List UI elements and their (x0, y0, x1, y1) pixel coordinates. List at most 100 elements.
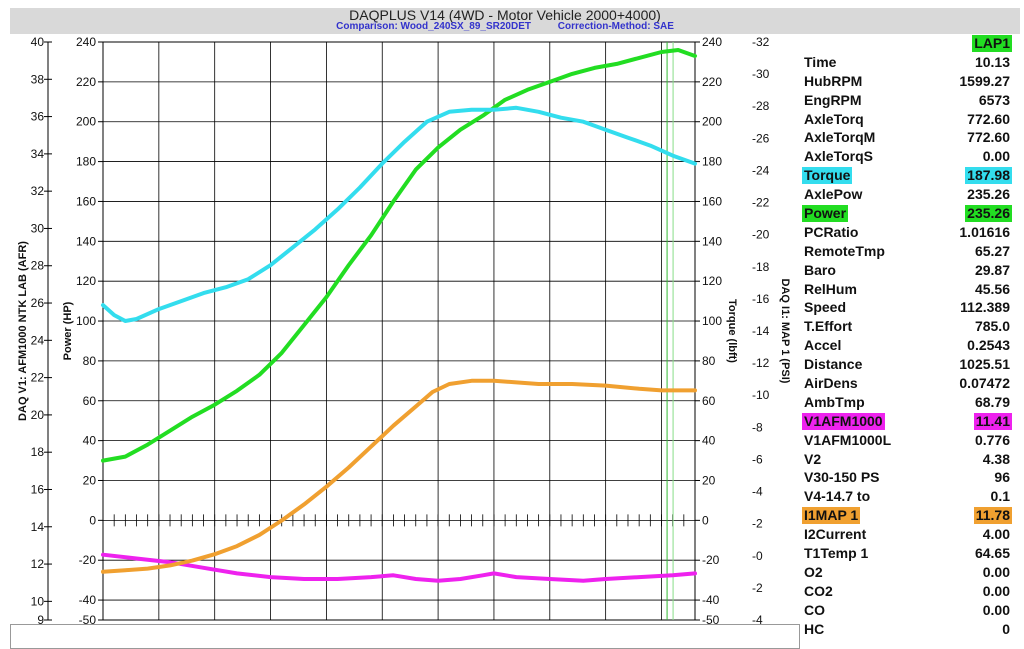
readout-value: 45.56 (974, 280, 1010, 297)
readout-label: Time (804, 53, 837, 70)
readout-value: 1599.27 (959, 72, 1010, 89)
readout-row: CO 0.00 (800, 601, 1012, 620)
readout-row: V4-14.7 to 0.1 (800, 487, 1012, 506)
torque-tick-label: 100 (702, 314, 722, 328)
readout-value: 772.60 (967, 110, 1010, 127)
map-tick-label: -2 (752, 581, 763, 595)
map-tick-label: -12 (752, 356, 770, 370)
power-tick-label: 200 (76, 115, 96, 129)
readout-row: I2Current 4.00 (800, 525, 1012, 544)
readout-label: Torque (802, 167, 853, 185)
map-tick-label: -16 (752, 292, 770, 306)
readout-value: 0.00 (982, 601, 1010, 618)
readout-value: 11.78 (973, 507, 1012, 525)
map-tick-label: -22 (752, 196, 770, 210)
map-tick-label: -6 (752, 452, 763, 466)
torque-tick-label: 20 (702, 473, 716, 487)
torque-tick-label: -40 (702, 593, 720, 607)
readout-row: EngRPM 6573 (800, 91, 1012, 110)
readout-value: 235.26 (965, 205, 1012, 223)
power-tick-label: 40 (83, 434, 97, 448)
power-tick-label: 0 (89, 513, 96, 527)
readout-value: 187.98 (965, 167, 1012, 185)
readout-value: 1025.51 (959, 356, 1010, 373)
power-tick-label: -50 (79, 613, 97, 627)
readout-row: V1AFM1000L 0.776 (800, 431, 1012, 450)
correction-label: Correction-Method: SAE (557, 21, 674, 32)
torque-axis-label: Torque (lbft) (726, 299, 738, 363)
readout-row: Distance 1025.51 (800, 355, 1012, 374)
series-line-power (101, 48, 697, 463)
map-tick-label: -24 (752, 163, 770, 177)
readout-label: RelHum (804, 280, 857, 297)
torque-tick-label: 0 (702, 513, 709, 527)
chart-subtitle: Comparison: Wood_240SX_89_SR20DET Correc… (0, 21, 1010, 32)
readout-row: I1MAP 1 11.78 (800, 506, 1012, 525)
readout-value: 0.00 (982, 582, 1010, 599)
readout-value: 4.00 (982, 526, 1010, 543)
readout-row: O2 0.00 (800, 563, 1012, 582)
power-tick-label: 60 (83, 394, 97, 408)
readout-label: PCRatio (804, 223, 859, 240)
torque-tick-label: -20 (702, 553, 720, 567)
readout-row: Power 235.26 (800, 204, 1012, 223)
readout-label: Accel (804, 337, 842, 354)
readout-label: T.Effort (804, 318, 853, 335)
map-tick-label: -28 (752, 99, 770, 113)
power-tick-label: 240 (76, 35, 96, 49)
status-box (10, 624, 800, 649)
readout-value: 1.01616 (959, 223, 1010, 240)
torque-tick-label: -50 (702, 613, 720, 627)
readout-value: 96 (994, 469, 1010, 486)
afr-tick-label: 24 (31, 333, 45, 347)
afr-tick-label: 20 (31, 408, 45, 422)
readout-label: Distance (804, 356, 863, 373)
torque-tick-label: 240 (702, 35, 722, 49)
readout-value: 112.389 (960, 299, 1010, 316)
afr-tick-label: 12 (31, 557, 45, 571)
readout-label: Power (802, 205, 849, 223)
afr-tick-label: 34 (31, 147, 45, 161)
torque-tick-label: 40 (702, 434, 716, 448)
readout-row: Speed 112.389 (800, 298, 1012, 317)
readout-row: PCRatio 1.01616 (800, 223, 1012, 242)
readout-row: CO2 0.00 (800, 582, 1012, 601)
map-tick-label: -8 (752, 420, 763, 434)
title-bar (10, 8, 1020, 34)
readout-row: Baro 29.87 (800, 261, 1012, 280)
readout-value: 0.00 (982, 563, 1010, 580)
readout-label: AxleTorqS (804, 148, 873, 165)
afr-tick-label: 9 (37, 613, 44, 627)
readout-label: V4-14.7 to (804, 488, 871, 505)
afr-tick-label: 32 (31, 184, 45, 198)
readout-row: Torque 187.98 (800, 166, 1012, 185)
readout-value: 0.1 (990, 488, 1010, 505)
plot-area (102, 41, 696, 621)
map-tick-label: -4 (752, 613, 763, 627)
readout-row: RelHum 45.56 (800, 280, 1012, 299)
power-tick-label: 100 (76, 314, 96, 328)
afr-tick-label: 18 (31, 445, 45, 459)
readout-label: AxleTorq (804, 110, 864, 127)
readout-value: 29.87 (974, 261, 1010, 278)
readout-value: 6573 (978, 91, 1010, 108)
torque-tick-label: 80 (702, 354, 716, 368)
readout-value: 0.2543 (967, 337, 1010, 354)
afr-tick-label: 40 (31, 35, 45, 49)
readout-label: Speed (804, 299, 847, 316)
power-tick-label: 140 (76, 234, 96, 248)
readout-label: V1AFM1000 (802, 412, 885, 430)
readout-label: HC (804, 620, 825, 637)
readout-value: 235.26 (967, 186, 1010, 203)
dyno-chart[interactable]: 1500200025003000350040004500500055006000… (0, 0, 800, 649)
readout-label: V2 (804, 450, 822, 467)
readout-value: 4.38 (982, 450, 1010, 467)
series-line-torque (101, 105, 697, 323)
power-tick-label: 80 (83, 354, 97, 368)
readout-row: AxleTorqS 0.00 (800, 147, 1012, 166)
readout-row: Accel 0.2543 (800, 336, 1012, 355)
readout-panel: LAP1 Time 10.13 HubRPM 1599.27 EngRPM 6573 Axle… (800, 34, 1012, 639)
map-tick-label: -32 (752, 35, 770, 49)
readout-value: 0.00 (982, 148, 1010, 165)
readout-row: HC 0 (800, 620, 1012, 639)
